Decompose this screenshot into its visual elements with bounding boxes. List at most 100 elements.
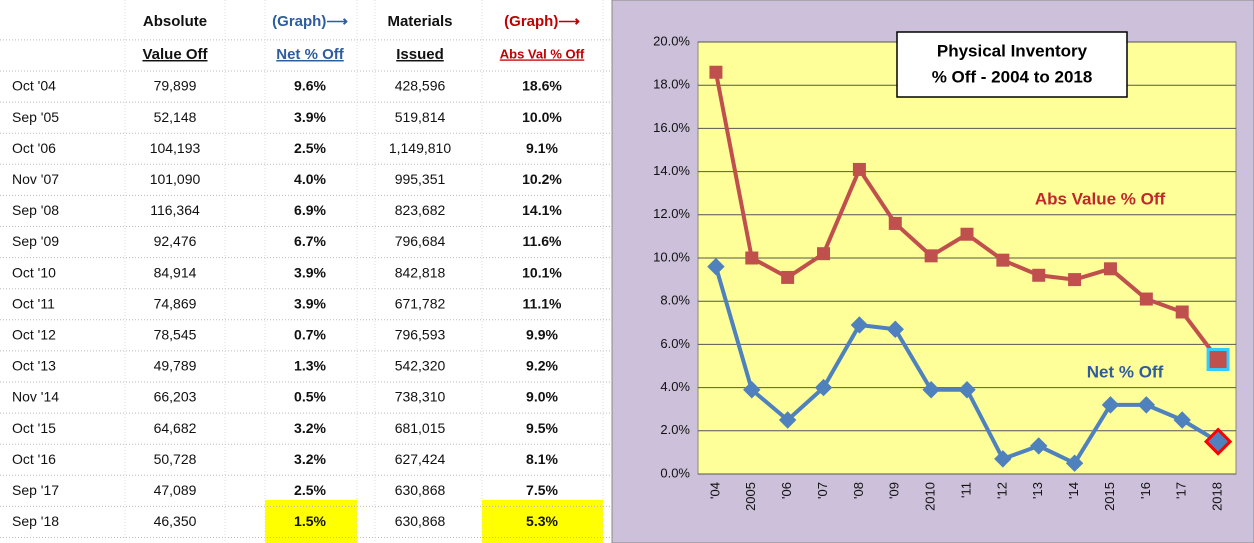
y-tick-label: 20.0% — [653, 33, 690, 48]
marker — [1173, 411, 1191, 429]
table-cell: 681,015 — [395, 420, 446, 436]
row-label: Nov '07 — [12, 171, 59, 187]
marker — [707, 257, 725, 276]
row-label: Oct '16 — [12, 451, 56, 467]
y-tick-label: 10.0% — [653, 249, 690, 264]
table-cell: 8.1% — [526, 451, 558, 467]
series-label: Abs Value % Off — [1035, 189, 1166, 208]
column-header: Value Off — [142, 46, 208, 63]
marker — [1206, 348, 1230, 372]
table-cell: 10.0% — [522, 109, 562, 125]
x-tick-label: '16 — [1138, 482, 1153, 499]
row-label: Sep '08 — [12, 202, 59, 218]
table-cell: 11.6% — [523, 233, 562, 249]
table-cell: 796,684 — [395, 233, 446, 249]
table-cell: 2.5% — [294, 482, 326, 498]
row-label: Oct '06 — [12, 140, 56, 156]
table-cell: 50,728 — [154, 451, 197, 467]
table-cell: 4.0% — [294, 171, 326, 187]
marker — [1139, 292, 1153, 306]
marker — [886, 320, 904, 338]
table-cell: 11.1% — [523, 295, 562, 311]
marker — [778, 411, 797, 429]
column-header: Absolute — [143, 13, 207, 30]
table-cell: 1.5% — [294, 513, 326, 529]
column-header: Net % Off — [276, 46, 345, 63]
marker — [852, 162, 866, 176]
table-cell: 116,364 — [150, 202, 200, 218]
y-tick-label: 8.0% — [660, 293, 690, 308]
x-tick-label: '09 — [887, 482, 902, 499]
table-cell: 9.5% — [526, 420, 558, 436]
x-tick-label: '11 — [958, 482, 973, 498]
row-label: Nov '14 — [12, 389, 59, 405]
marker — [1137, 396, 1156, 414]
y-tick-label: 18.0% — [653, 77, 690, 92]
marker — [850, 316, 869, 334]
row-label: Sep '17 — [12, 482, 59, 498]
table-cell: 2.5% — [294, 140, 326, 156]
table-cell: 0.7% — [294, 327, 326, 343]
y-tick-label: 2.0% — [660, 422, 690, 437]
table-cell: 104,193 — [150, 140, 201, 156]
table-cell: 738,310 — [395, 389, 446, 405]
x-tick-label: 2015 — [1102, 482, 1117, 511]
table-cell: 0.5% — [294, 389, 326, 405]
table-cell: 74,869 — [154, 295, 197, 311]
table-cell: 46,350 — [154, 513, 197, 529]
marker — [922, 381, 940, 399]
table-cell: 92,476 — [154, 233, 197, 249]
row-label: Sep '18 — [12, 513, 59, 529]
table-cell: 3.9% — [294, 264, 326, 280]
row-label: Oct '04 — [12, 78, 56, 94]
row-label: Oct '10 — [12, 264, 56, 280]
marker — [1203, 427, 1233, 456]
table-cell: 6.9% — [294, 202, 326, 218]
table-cell: 9.2% — [526, 358, 558, 374]
x-tick-label: '12 — [994, 482, 1009, 499]
table-cell: 9.9% — [526, 327, 558, 343]
chart-subtitle: % Off - 2004 to 2018 — [932, 67, 1093, 86]
table-cell: 823,682 — [395, 202, 446, 218]
x-tick-label: '07 — [815, 482, 830, 499]
table-cell: 64,682 — [154, 420, 197, 436]
table-cell: 49,789 — [154, 358, 197, 374]
y-tick-label: 4.0% — [660, 379, 690, 394]
x-tick-label: '13 — [1030, 482, 1045, 499]
marker — [745, 251, 759, 265]
marker — [1175, 305, 1189, 319]
marker — [814, 378, 833, 397]
table-cell: 14.1% — [522, 202, 562, 218]
table-cell: 1,149,810 — [389, 140, 451, 156]
x-tick-label: '06 — [779, 482, 794, 499]
table-cell: 7.5% — [526, 482, 558, 498]
y-tick-label: 6.0% — [660, 336, 690, 351]
y-tick-label: 0.0% — [660, 465, 690, 480]
y-tick-label: 14.0% — [653, 163, 690, 178]
table-cell: 47,089 — [154, 482, 197, 498]
column-header: Materials — [387, 13, 452, 30]
row-label: Sep '09 — [12, 233, 59, 249]
table-cell: 9.1% — [526, 140, 558, 156]
x-tick-label: 2005 — [743, 482, 758, 511]
marker — [817, 247, 831, 261]
table-cell: 796,593 — [395, 327, 446, 343]
table-cell: 671,782 — [395, 295, 446, 311]
table-cell: 995,351 — [395, 171, 446, 187]
x-tick-label: '17 — [1174, 482, 1189, 499]
y-tick-label: 16.0% — [653, 120, 690, 135]
table-cell: 842,818 — [395, 264, 446, 280]
table-cell: 630,868 — [395, 513, 446, 529]
table-cell: 3.2% — [294, 451, 326, 467]
x-tick-label: 2010 — [923, 482, 938, 511]
table-cell: 9.6% — [294, 78, 326, 94]
table-cell: 18.6% — [522, 78, 562, 94]
table-cell: 10.1% — [522, 264, 562, 280]
marker — [1030, 437, 1048, 455]
marker — [994, 450, 1012, 468]
table-cell: 3.9% — [294, 295, 326, 311]
marker — [1101, 396, 1120, 414]
marker — [781, 270, 795, 284]
table-cell: 78,545 — [154, 327, 197, 343]
table-cell: 66,203 — [154, 389, 197, 405]
